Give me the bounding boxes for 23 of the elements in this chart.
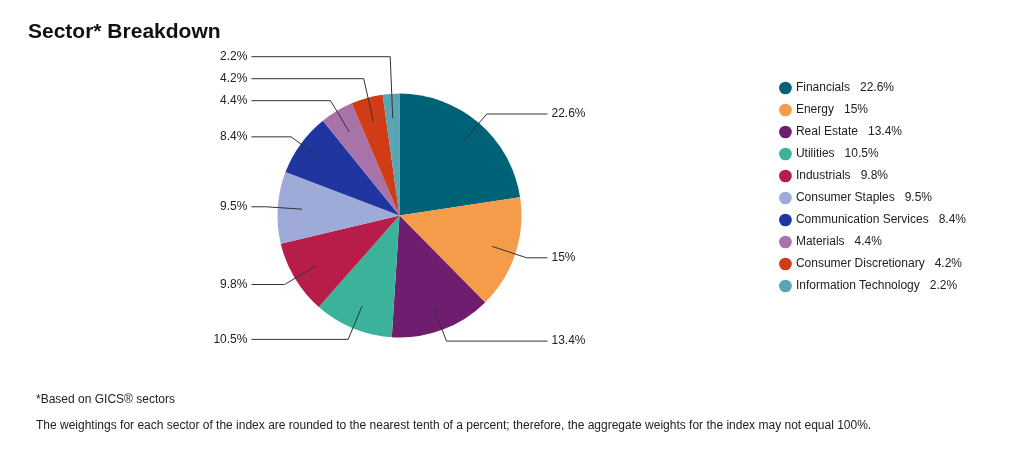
legend-label: Consumer Discretionary 4.2% bbox=[795, 256, 963, 271]
text: The weightings for each sector of the index are rounded to the nearest tenth of a percent; therefore, the aggregate weights for the index may not equal 100%. bbox=[36, 418, 872, 433]
data-label: 9.8% bbox=[220, 276, 248, 291]
legend-label: Materials 4.4% bbox=[795, 234, 883, 249]
legend-label: Consumer Staples 9.5% bbox=[795, 190, 933, 205]
chart-title: Sector* Breakdown bbox=[28, 19, 221, 43]
data-label: 4.4% bbox=[220, 93, 248, 107]
data-label: 4.2% bbox=[220, 71, 248, 85]
legend-label: Energy 15% bbox=[795, 102, 869, 117]
data-label: 8.4% bbox=[220, 129, 248, 144]
legend-label: Communication Services 8.4% bbox=[795, 212, 967, 227]
data-label: 10.5% bbox=[213, 331, 248, 346]
text: *Based on GICS® sectors bbox=[36, 392, 175, 407]
data-label: 15% bbox=[551, 250, 576, 265]
legend-label: Real Estate 13.4% bbox=[795, 124, 903, 139]
data-label: 22.6% bbox=[551, 106, 586, 121]
data-label: 9.5% bbox=[220, 199, 248, 214]
legend-label: Information Technology 2.2% bbox=[795, 278, 958, 293]
legend-label: Industrials 9.8% bbox=[795, 168, 889, 183]
legend-label: Financials 22.6% bbox=[795, 80, 895, 95]
data-label: 13.4% bbox=[551, 333, 586, 348]
data-label: 2.2% bbox=[220, 49, 248, 63]
legend-label: Utilities 10.5% bbox=[795, 146, 879, 161]
